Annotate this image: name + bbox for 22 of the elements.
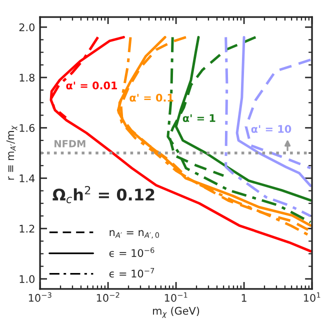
y-tick-label: 1.2 bbox=[20, 224, 34, 232]
ref-line-label: NFDM bbox=[54, 140, 86, 148]
x-tick-label: 10$^{−2}$ bbox=[96, 292, 120, 302]
y-tick-label: 2.0 bbox=[19, 23, 34, 32]
annotation: α' = 10 bbox=[251, 125, 292, 133]
x-tick-label: 1 bbox=[242, 294, 246, 302]
legend-label: n$_{A′}$ = n$_{A′,0}$ bbox=[110, 230, 160, 239]
y-tick-label: 1.4 bbox=[20, 174, 35, 182]
x-axis-title: m$_{χ}$ (GeV) bbox=[153, 306, 200, 318]
annotation: α' = 0.1 bbox=[130, 94, 174, 102]
y-tick-label: 1.6 bbox=[20, 124, 35, 132]
y-tick-label: 1.0 bbox=[20, 275, 34, 284]
y-axis-title: r ≡ m$_{A′}$/m$_{χ}$ bbox=[6, 126, 18, 180]
annotation: Ω$_{c}$h$^{2}$ = 0.12 bbox=[52, 186, 154, 204]
y-tick-label: 1.8 bbox=[20, 74, 34, 82]
x-tick-label: 10$^{−3}$ bbox=[28, 292, 52, 302]
x-tick-label: 10$^{1}$ bbox=[304, 292, 320, 302]
legend-label: ϵ = 10$^{−6}$ bbox=[109, 247, 154, 257]
x-tick-label: 10$^{−1}$ bbox=[164, 292, 188, 302]
legend-label: ϵ = 10$^{−7}$ bbox=[109, 268, 154, 278]
annotation: α' = 0.01 bbox=[66, 82, 118, 90]
annotation: α' = 1 bbox=[182, 114, 216, 122]
